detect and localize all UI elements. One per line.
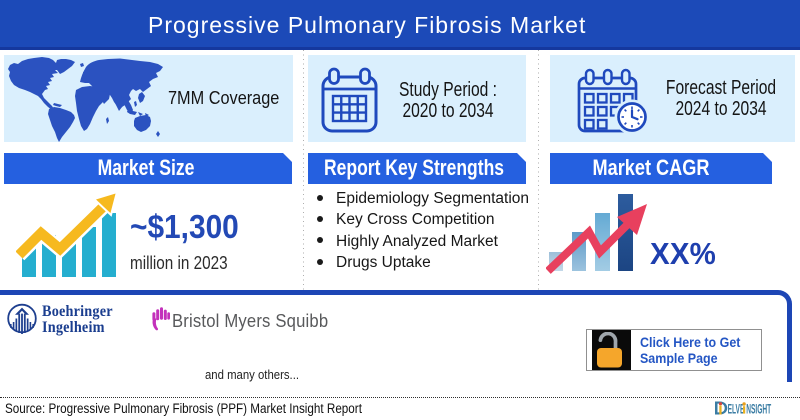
svg-text:ELVE: ELVE (728, 402, 745, 417)
svg-text:NSIGHT: NSIGHT (746, 402, 771, 417)
